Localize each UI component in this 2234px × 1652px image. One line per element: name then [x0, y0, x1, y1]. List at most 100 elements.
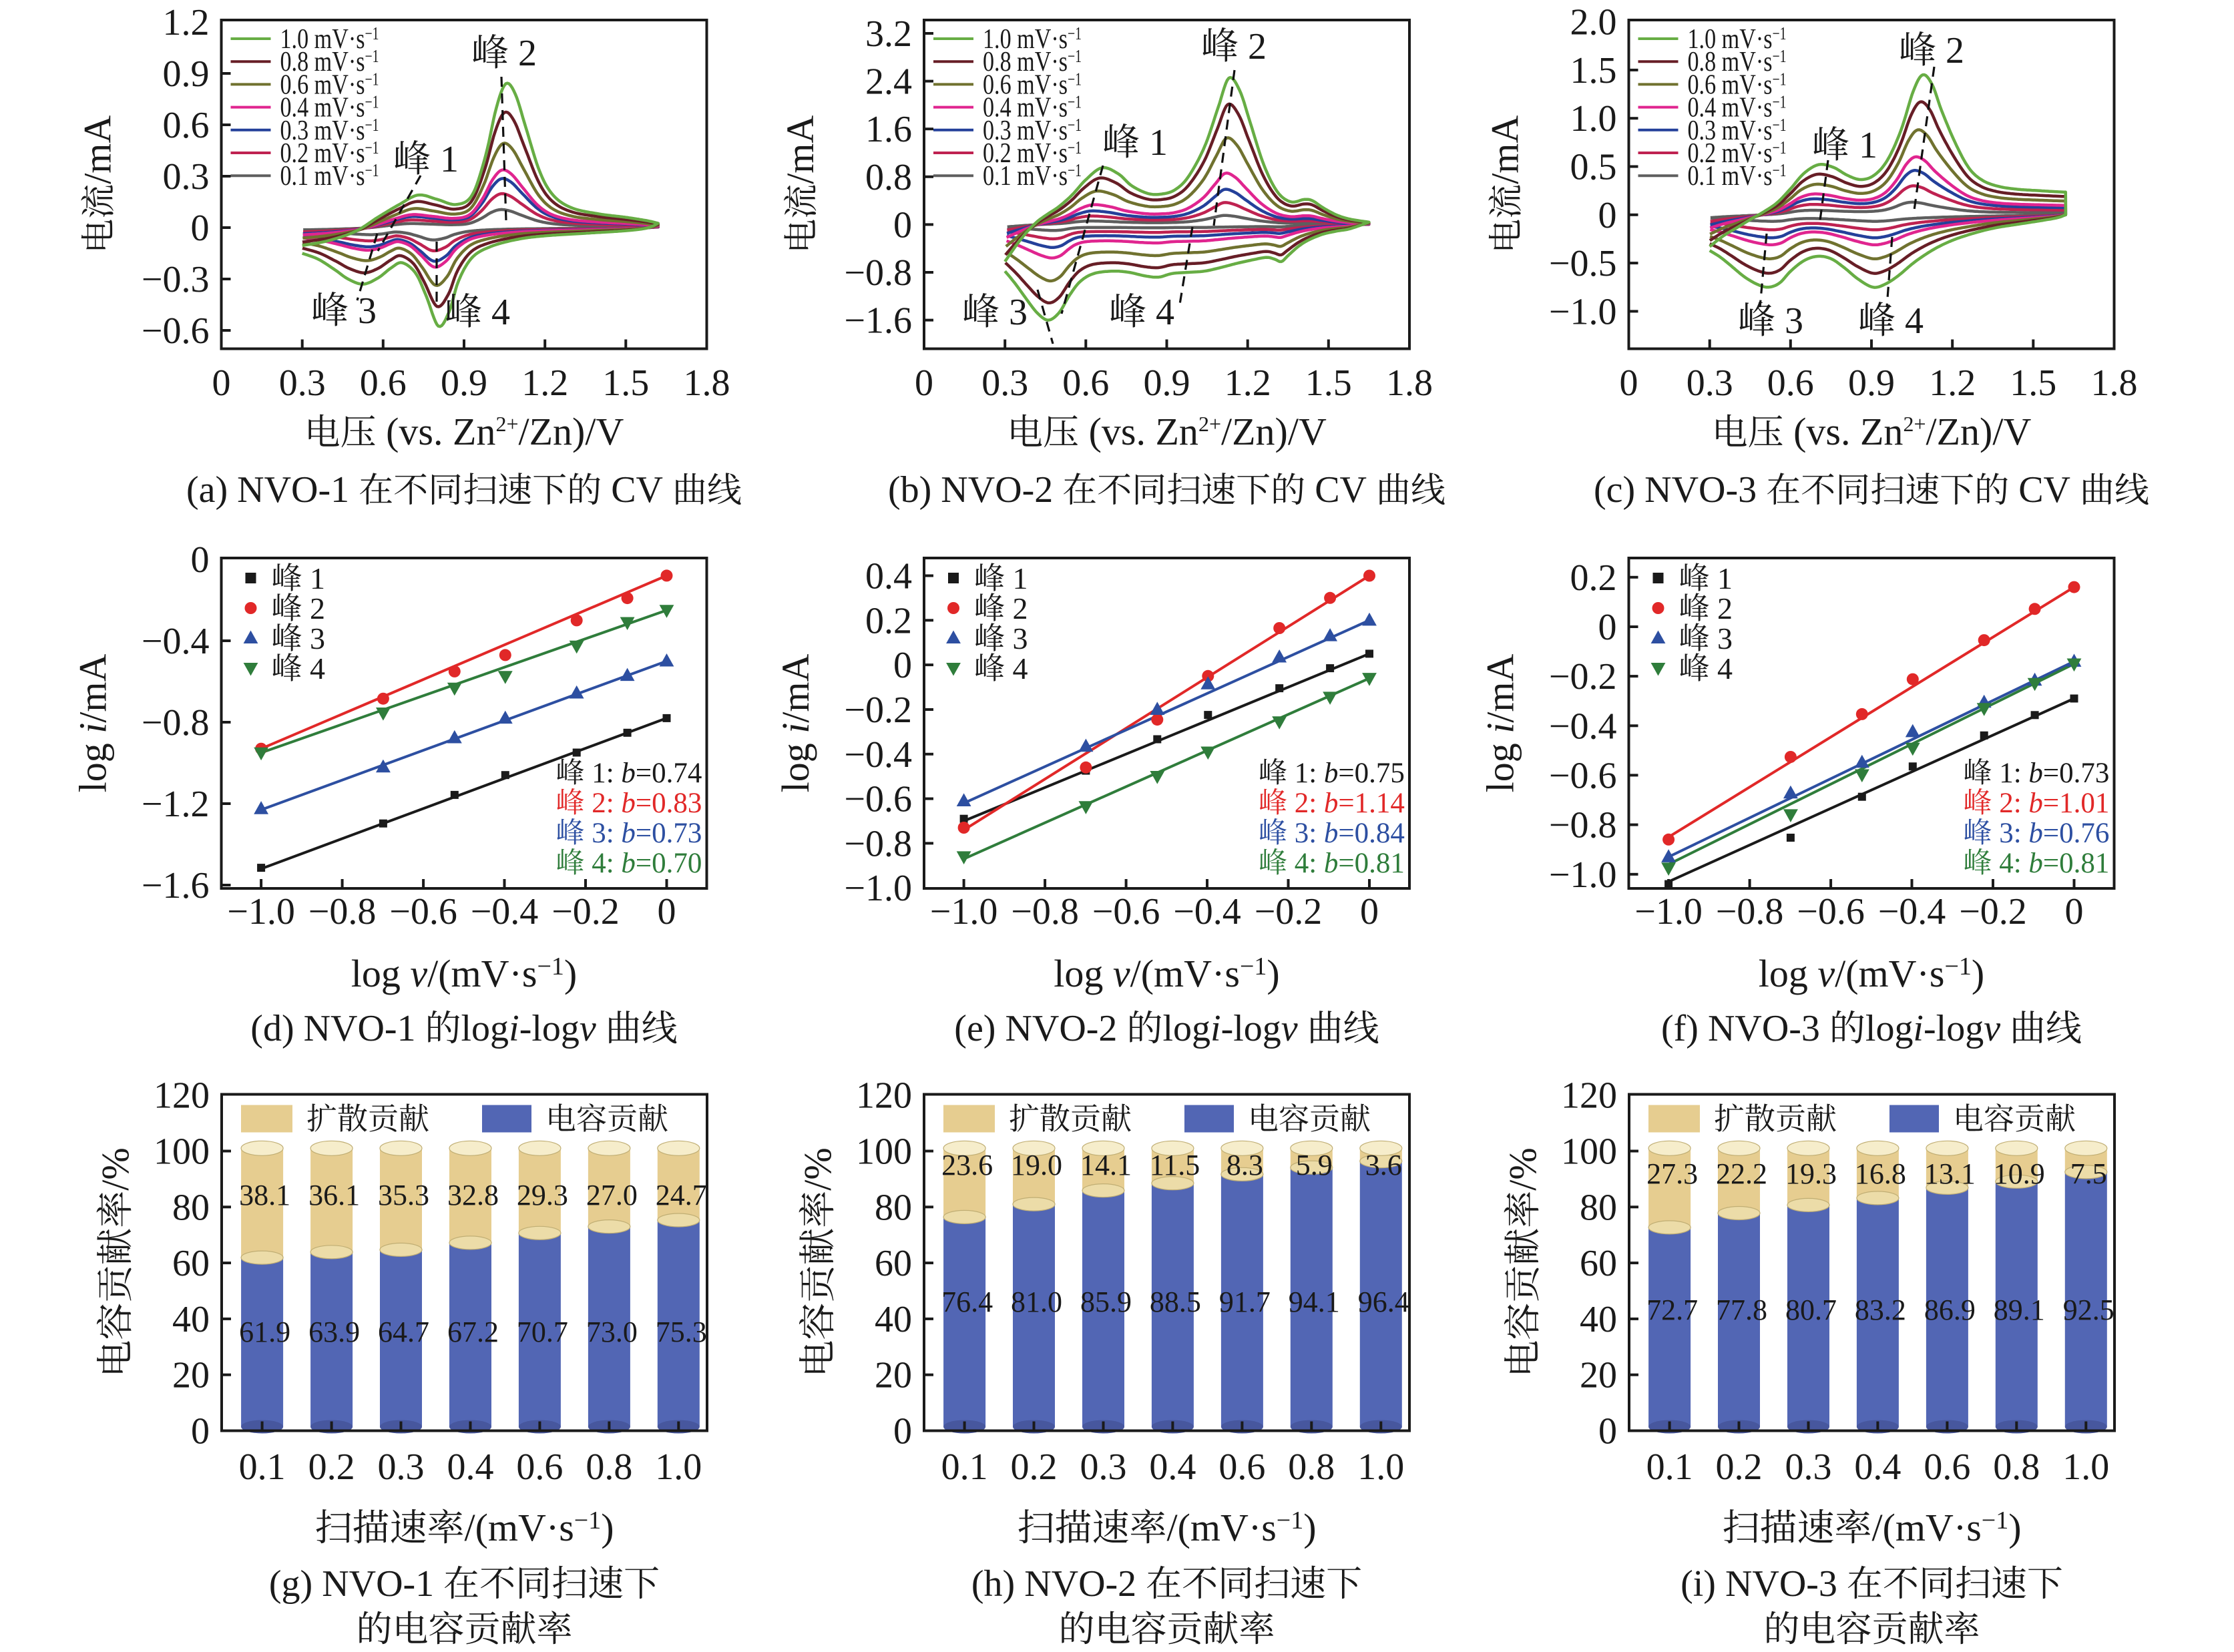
svg-text:1.0 mV·s: 1.0 mV·s: [280, 24, 365, 55]
svg-text:/mA: /mA: [76, 115, 120, 184]
svg-text:29.3: 29.3: [517, 1179, 568, 1211]
svg-text:61.9: 61.9: [239, 1316, 290, 1348]
svg-text:(i) NVO-3: (i) NVO-3: [1681, 1563, 1847, 1605]
svg-text:(d) NVO-1: (d) NVO-1: [250, 1008, 425, 1049]
svg-text:72.7: 72.7: [1646, 1294, 1698, 1326]
svg-text:2.0: 2.0: [1570, 2, 1617, 43]
svg-text:−0.4: −0.4: [1173, 891, 1241, 932]
svg-text:0: 0: [212, 362, 231, 404]
svg-text:100: 100: [856, 1131, 912, 1173]
svg-text:3: 3: [1710, 621, 1733, 655]
svg-text:100: 100: [1561, 1131, 1617, 1173]
svg-text:86.9: 86.9: [1924, 1294, 1976, 1326]
svg-text:b: b: [1324, 848, 1339, 879]
svg-text:−0.8: −0.8: [1716, 891, 1784, 932]
svg-text:0: 0: [191, 539, 210, 581]
svg-text:): ): [1267, 952, 1279, 995]
svg-text:75.3: 75.3: [656, 1316, 707, 1348]
svg-text:0.4 mV·s: 0.4 mV·s: [1688, 93, 1773, 123]
svg-text:0: 0: [1598, 1411, 1617, 1452]
svg-text:0.1: 0.1: [1646, 1446, 1693, 1488]
svg-text:−1.0: −1.0: [1634, 891, 1703, 932]
svg-text:0.1 mV·s: 0.1 mV·s: [280, 161, 365, 192]
svg-text:v: v: [1984, 1008, 2000, 1049]
svg-text:log: log: [351, 952, 411, 995]
svg-text:3:: 3:: [585, 818, 622, 849]
svg-text:=0.81: =0.81: [1338, 848, 1405, 879]
svg-text:0: 0: [1360, 891, 1379, 932]
svg-text:0.3: 0.3: [378, 1446, 425, 1488]
svg-text:−0.2: −0.2: [1549, 656, 1617, 698]
svg-text:−1: −1: [1068, 46, 1082, 66]
svg-text:−1: −1: [365, 115, 379, 135]
svg-text:0.6: 0.6: [516, 1446, 563, 1488]
svg-text:(h) NVO-2: (h) NVO-2: [971, 1563, 1146, 1605]
svg-text:−1: −1: [1773, 23, 1787, 43]
svg-text:/(mV·s: /(mV·s: [1872, 1506, 1982, 1549]
svg-text:−1.2: −1.2: [142, 784, 210, 825]
svg-text:/%: /%: [1501, 1147, 1544, 1190]
svg-text:−1: −1: [1773, 160, 1787, 180]
svg-text:2+: 2+: [496, 412, 519, 436]
svg-text:(vs. Zn: (vs. Zn: [377, 410, 496, 453]
svg-text:i: i: [71, 723, 115, 734]
svg-text:/Zn)/V: /Zn)/V: [1221, 410, 1327, 453]
svg-text:−1: −1: [1068, 23, 1082, 43]
svg-text:CV: CV: [2009, 469, 2079, 511]
svg-text:4:: 4:: [1287, 848, 1324, 879]
svg-text:1.5: 1.5: [1570, 50, 1617, 91]
svg-text:−1: −1: [1982, 1506, 2008, 1535]
svg-text:−1.0: −1.0: [844, 868, 912, 909]
svg-text:0.8: 0.8: [586, 1446, 632, 1488]
svg-text:i: i: [509, 1008, 519, 1049]
svg-text:2:: 2:: [1992, 788, 2029, 819]
svg-text:1.8: 1.8: [1386, 362, 1433, 404]
svg-text:63.9: 63.9: [308, 1316, 360, 1348]
svg-text:10.9: 10.9: [1994, 1157, 2045, 1190]
svg-text:/mA: /mA: [774, 653, 817, 722]
svg-text:=0.73: =0.73: [2043, 758, 2110, 789]
svg-text:0.4: 0.4: [865, 556, 912, 597]
svg-text:−1: −1: [574, 1506, 601, 1535]
svg-text:2:: 2:: [1287, 788, 1324, 819]
svg-text:0.2: 0.2: [1570, 557, 1617, 599]
svg-text:/(mV·s: /(mV·s: [465, 1506, 574, 1549]
svg-text:1.2: 1.2: [163, 2, 210, 43]
svg-text:−0.2: −0.2: [551, 891, 620, 932]
svg-text:i: i: [1210, 1008, 1221, 1049]
svg-text:v: v: [1817, 952, 1835, 995]
svg-text:=0.75: =0.75: [1338, 758, 1405, 789]
svg-text:0.6: 0.6: [1062, 362, 1109, 404]
svg-text:(vs. Zn: (vs. Zn: [1784, 410, 1904, 453]
svg-text:−1.0: −1.0: [1549, 291, 1617, 332]
svg-text:3:: 3:: [1992, 818, 2029, 849]
svg-text:1.5: 1.5: [602, 362, 649, 404]
svg-text:0.8: 0.8: [865, 157, 912, 198]
svg-text:2: 2: [1239, 26, 1267, 67]
svg-text:0.4 mV·s: 0.4 mV·s: [280, 93, 365, 123]
svg-text:0.1 mV·s: 0.1 mV·s: [1688, 161, 1773, 192]
svg-text:11.5: 11.5: [1150, 1149, 1200, 1181]
svg-text:3: 3: [349, 290, 377, 332]
svg-text:b: b: [1324, 818, 1339, 849]
svg-text:i: i: [1913, 1008, 1924, 1049]
svg-text:2.4: 2.4: [865, 61, 912, 103]
svg-text:/mA: /mA: [1479, 653, 1522, 722]
svg-text:=1.01: =1.01: [2043, 788, 2110, 819]
svg-text:0: 0: [893, 645, 912, 686]
svg-text:−0.8: −0.8: [142, 702, 210, 744]
svg-text:1.5: 1.5: [1305, 362, 1352, 404]
svg-text:(c) NVO-3: (c) NVO-3: [1594, 469, 1766, 511]
svg-text:92.5: 92.5: [2063, 1294, 2114, 1326]
svg-text:0.8: 0.8: [1288, 1446, 1335, 1488]
svg-text:−0.3: −0.3: [142, 259, 210, 300]
svg-text:b: b: [2028, 758, 2043, 789]
svg-text:38.1: 38.1: [239, 1179, 290, 1211]
svg-text:(e) NVO-2: (e) NVO-2: [954, 1008, 1126, 1049]
svg-text:2+: 2+: [1198, 412, 1221, 436]
svg-text:): ): [601, 1506, 614, 1549]
svg-text:/(mV·s: /(mV·s: [1167, 1506, 1277, 1549]
svg-text:0.6 mV·s: 0.6 mV·s: [983, 69, 1068, 100]
svg-text:1:: 1:: [585, 758, 622, 789]
svg-text:77.8: 77.8: [1716, 1294, 1767, 1326]
